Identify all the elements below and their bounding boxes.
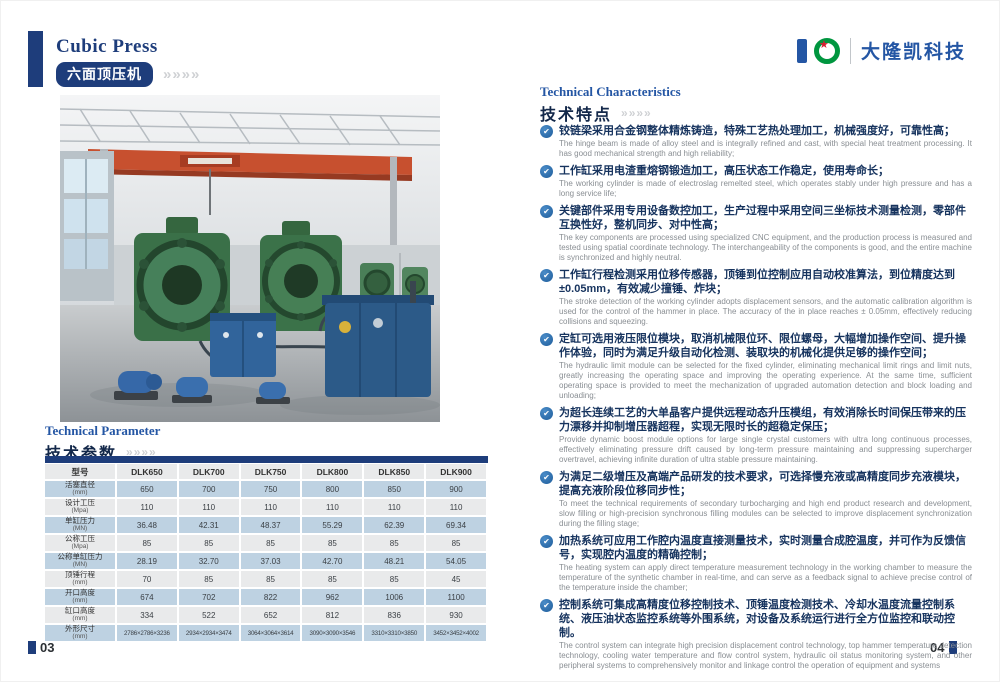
factory-photo xyxy=(59,95,441,422)
feature-item: ✔ 加热系统可应用工作腔内温度直接测量技术，实时测量合成腔温度，并可作为反馈信号… xyxy=(540,534,972,593)
chevron-decoration-icon: »»»» xyxy=(163,66,201,83)
table-row: 顶锤行程 (mm) 70 85 85 85 85 45 xyxy=(45,571,488,589)
right-page-tab xyxy=(949,641,957,654)
table-row: 缸口高度 (mm) 334 522 652 812 836 930 xyxy=(45,607,488,625)
model-name: DLK700 xyxy=(178,464,241,481)
table-row: 活塞直径 (mm) 650 700 750 800 850 900 xyxy=(45,481,488,499)
feature-item: ✔ 关键部件采用专用设备数控加工，生产过程中采用空间三坐标技术测量检测，零部件互… xyxy=(540,204,972,263)
feature-text-cn: 铰链梁采用合金钢整体精炼铸造，特殊工艺热处理加工，机械强度好，可靠性高； xyxy=(559,125,955,137)
check-circle-icon: ✔ xyxy=(540,599,553,612)
press-machine-right xyxy=(260,221,342,331)
right-page-number: 04 xyxy=(930,640,945,655)
feature-text-cn: 控制系统可集成高精度位移控制技术、顶锤温度检测技术、冷却水温度流量控制系统、液压… xyxy=(559,599,955,639)
table-row: 公称工压 (Mpa) 85 85 85 85 85 85 xyxy=(45,535,488,553)
table-row: 设计工压 (Mpa) 110 110 110 110 110 110 xyxy=(45,499,488,517)
table-row: 公称单缸压力 (MN) 28.19 32.70 37.03 42.70 48.21… xyxy=(45,553,488,571)
feature-item: ✔ 工作缸采用电渣重熔钢锻造加工，高压状态工作稳定，使用寿命长； The wor… xyxy=(540,164,972,199)
model-name: DLK800 xyxy=(302,464,365,481)
feature-item: ✔ 工作缸行程检测采用位移传感器，顶锤到位控制应用自动校准算法，到位精度达到±0… xyxy=(540,268,972,327)
feature-text-en: The stroke detection of the working cyli… xyxy=(559,297,972,326)
features-title-en: Technical Characteristics xyxy=(540,84,681,99)
feature-text-en: The heating system can apply direct temp… xyxy=(559,563,972,592)
parameters-title-en: Technical Parameter xyxy=(45,423,161,438)
model-header-cell: 型号 xyxy=(45,464,117,481)
table-row: 外形尺寸 (mm) 2786×2786×3236 2934×2934×3474 3… xyxy=(45,625,488,643)
product-title-en: Cubic Press xyxy=(56,36,158,57)
control-cabinet xyxy=(210,313,276,377)
logo-ring-icon: ★ xyxy=(813,37,840,64)
features-title-cn: 技术特点 xyxy=(540,107,613,124)
table-row: 开口高度 (mm) 674 702 822 962 1006 1100 xyxy=(45,589,488,607)
check-circle-icon: ✔ xyxy=(540,125,553,138)
model-name: DLK750 xyxy=(240,464,303,481)
check-circle-icon: ✔ xyxy=(540,333,553,346)
product-title-chip: 六面顶压机 xyxy=(56,62,153,87)
hydraulic-tank xyxy=(322,281,434,397)
chevron-decoration-icon: »»»» xyxy=(621,106,652,120)
left-page-tab xyxy=(28,641,36,654)
table-top-bar xyxy=(45,456,488,463)
feature-item: ✔ 控制系统可集成高精度位移控制技术、顶锤温度检测技术、冷却水温度流量控制系统、… xyxy=(540,598,972,671)
feature-text-en: The hydraulic limit module can be select… xyxy=(559,361,972,400)
check-circle-icon: ✔ xyxy=(540,535,553,548)
brand-logo: ★ 大隆凯科技 xyxy=(796,37,966,64)
table-header-row: 型号 DLK650 DLK700 DLK750 DLK800 DLK850 DL… xyxy=(45,464,488,481)
parameter-table: 型号 DLK650 DLK700 DLK750 DLK800 DLK850 DL… xyxy=(45,464,488,643)
feature-text-en: The key components are processed using s… xyxy=(559,233,972,262)
motor-pumps xyxy=(114,371,290,404)
feature-text-en: To meet the technical requirements of se… xyxy=(559,499,972,528)
check-circle-icon: ✔ xyxy=(540,269,553,282)
model-name: DLK900 xyxy=(426,464,488,481)
window-wall xyxy=(60,151,114,301)
model-name: DLK850 xyxy=(364,464,427,481)
check-circle-icon: ✔ xyxy=(540,205,553,218)
left-accent-bar xyxy=(28,31,43,87)
logo-bar-icon xyxy=(796,38,807,63)
feature-item: ✔ 为满足二级增压及高端产品研发的技术要求，可选择慢充液或高精度同步充液模块，提… xyxy=(540,470,972,529)
roof-trusses xyxy=(59,108,441,146)
feature-text-en: The hinge beam is made of alloy steel an… xyxy=(559,139,972,158)
logo-divider xyxy=(849,37,851,64)
brand-name: 大隆凯科技 xyxy=(860,42,966,63)
factory-photo-illustration xyxy=(59,95,441,422)
feature-item: ✔ 铰链梁采用合金钢整体精炼铸造，特殊工艺热处理加工，机械强度好，可靠性高； T… xyxy=(540,124,972,159)
check-circle-icon: ✔ xyxy=(540,165,553,178)
feature-text-cn: 为超长连续工艺的大单晶客户提供远程动态升压模组，有效消除长时间保压带来的压力漂移… xyxy=(559,407,966,433)
left-page-number: 03 xyxy=(40,640,55,655)
check-circle-icon: ✔ xyxy=(540,407,553,420)
features-section-header: Technical Characteristics 技术特点 »»»» xyxy=(540,84,681,125)
feature-text-cn: 为满足二级增压及高端产品研发的技术要求，可选择慢充液或高精度同步充液模块，提高充… xyxy=(559,471,966,497)
page-title: Cubic Press 六面顶压机 »»»» xyxy=(56,36,200,87)
check-circle-icon: ✔ xyxy=(540,471,553,484)
crane-beam xyxy=(88,149,412,269)
feature-text-cn: 定缸可选用液压限位模块，取消机械限位环、限位螺母，大幅增加操作空间、提升操作体验… xyxy=(559,333,966,359)
feature-item: ✔ 定缸可选用液压限位模块，取消机械限位环、限位螺母，大幅增加操作空间、提升操作… xyxy=(540,332,972,401)
press-machine-left xyxy=(134,217,230,341)
feature-text-cn: 工作缸采用电渣重熔钢锻造加工，高压状态工作稳定，使用寿命长； xyxy=(559,165,889,177)
feature-text-cn: 关键部件采用专用设备数控加工，生产过程中采用空间三坐标技术测量检测，零部件互换性… xyxy=(559,205,966,231)
chevron-decoration-icon: »»»» xyxy=(126,445,157,459)
table-row: 单缸压力 (MN) 36.48 42.31 48.37 55.29 62.39 6… xyxy=(45,517,488,535)
feature-item: ✔ 为超长连续工艺的大单晶客户提供远程动态升压模组，有效消除长时间保压带来的压力… xyxy=(540,406,972,465)
feature-text-cn: 工作缸行程检测采用位移传感器，顶锤到位控制应用自动校准算法，到位精度达到±0.0… xyxy=(559,269,955,295)
model-name: DLK650 xyxy=(117,464,179,481)
feature-text-en: Provide dynamic boost module options for… xyxy=(559,435,972,464)
feature-text-en: The control system can integrate high pr… xyxy=(559,641,972,670)
feature-text-cn: 加热系统可应用工作腔内温度直接测量技术，实时测量合成腔温度，并可作为反馈信号，实… xyxy=(559,535,966,561)
logo-star-icon: ★ xyxy=(818,38,829,51)
feature-text-en: The working cylinder is made of electros… xyxy=(559,179,972,198)
features-list: ✔ 铰链梁采用合金钢整体精炼铸造，特殊工艺热处理加工，机械强度好，可靠性高； T… xyxy=(540,124,972,671)
